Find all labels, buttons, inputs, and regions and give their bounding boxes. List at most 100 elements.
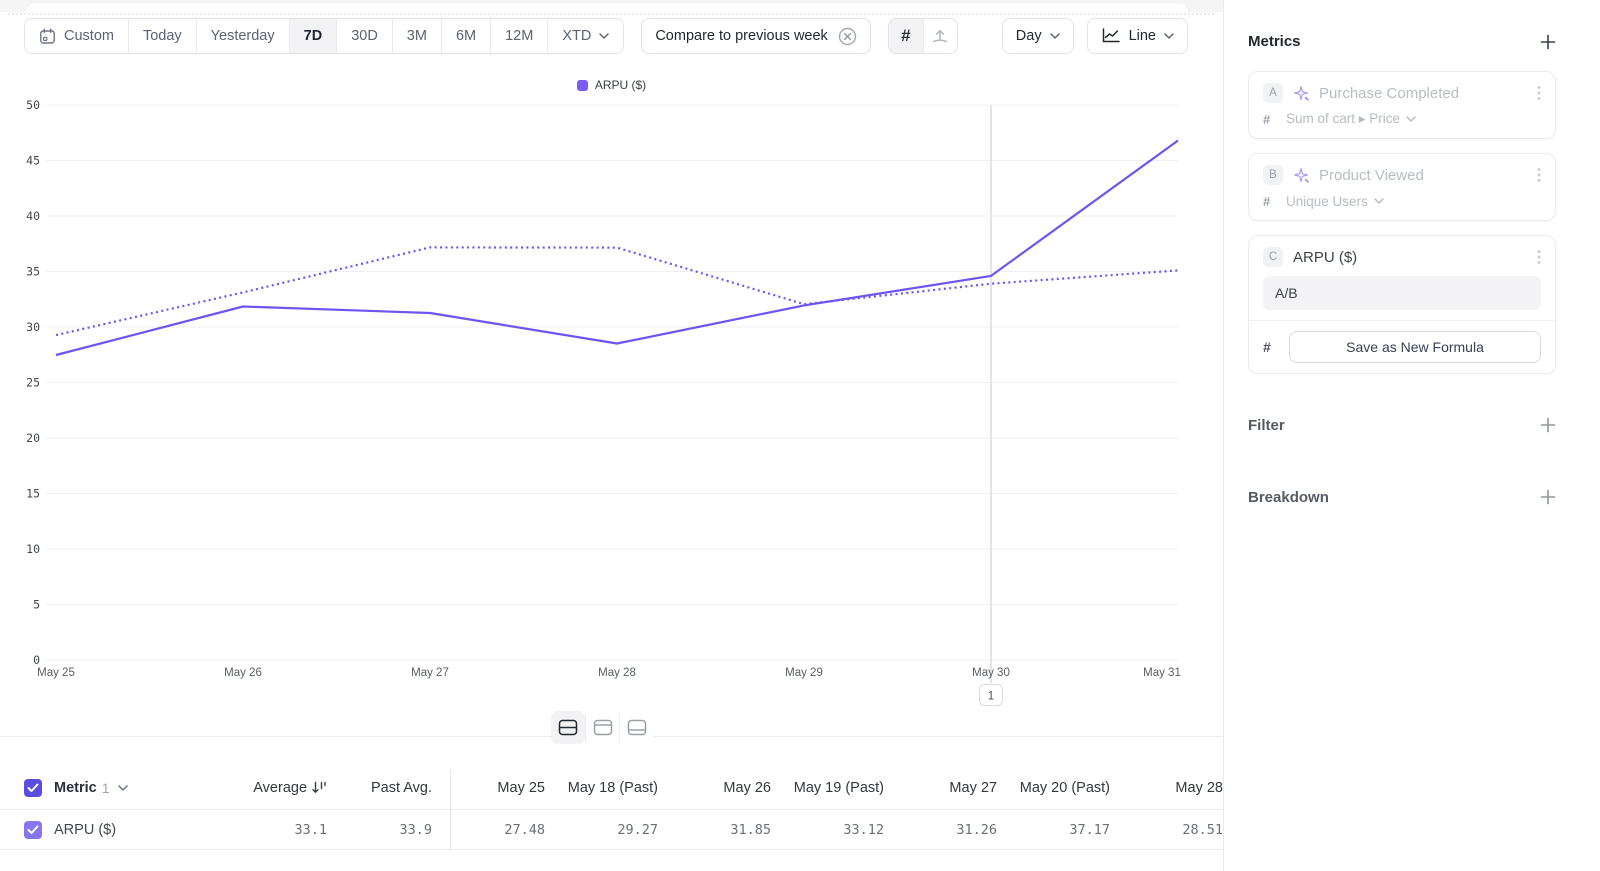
layout-split-button[interactable] bbox=[551, 711, 585, 744]
x-axis-tick: May 25 bbox=[37, 667, 75, 679]
date-range-yesterday[interactable]: Yesterday bbox=[197, 19, 290, 53]
formula-input[interactable]: A/B bbox=[1263, 276, 1541, 310]
chevron-down-icon bbox=[1374, 198, 1384, 204]
chevron-down-icon bbox=[1406, 116, 1416, 122]
remove-compare-icon[interactable] bbox=[838, 27, 857, 46]
save-as-new-formula-button[interactable]: Save as New Formula bbox=[1289, 331, 1541, 363]
add-breakdown-plus-icon[interactable] bbox=[1540, 489, 1556, 505]
chart-legend: ARPU ($) bbox=[0, 78, 1223, 92]
y-axis-tick: 25 bbox=[26, 376, 40, 390]
metric-measure[interactable]: Unique Users bbox=[1286, 194, 1384, 209]
metric-card-c[interactable]: C ARPU ($) A/B # Save as New Formula bbox=[1248, 235, 1556, 374]
column-header[interactable]: May 20 (Past) bbox=[1019, 779, 1110, 796]
metric-badge: A bbox=[1263, 83, 1283, 103]
select-all-checkbox[interactable] bbox=[24, 778, 42, 797]
metric-cards: A Purchase Completed # Sum of cart ▸ Pri… bbox=[1248, 71, 1556, 374]
x-axis-tick: May 26 bbox=[224, 667, 262, 679]
add-metric-plus-icon[interactable] bbox=[1540, 34, 1556, 50]
measure-hash-icon: # bbox=[1263, 193, 1271, 209]
chevron-down-icon[interactable] bbox=[117, 784, 128, 791]
add-filter-plus-icon[interactable] bbox=[1540, 417, 1556, 433]
calendar-icon bbox=[40, 28, 55, 44]
column-header[interactable]: May 18 (Past) bbox=[567, 779, 658, 796]
metric-title: Product Viewed bbox=[1319, 166, 1424, 184]
chart-type-button[interactable]: Line bbox=[1086, 18, 1188, 54]
y-axis-tick: 35 bbox=[26, 265, 40, 279]
date-range-today[interactable]: Today bbox=[129, 19, 197, 53]
column-header[interactable]: May 28 bbox=[1175, 779, 1223, 796]
cell-value: 28.51 bbox=[1182, 821, 1223, 838]
date-range-group: Custom Today Yesterday 7D 30D 3M 6M 12M XTD bbox=[24, 18, 625, 54]
layout-chart-only-button[interactable] bbox=[585, 711, 619, 744]
cell-value: 27.48 bbox=[504, 821, 545, 838]
series-current-line bbox=[55, 139, 1179, 357]
y-axis-tick: 15 bbox=[26, 487, 40, 501]
metric-title: ARPU ($) bbox=[1293, 248, 1358, 266]
hash-icon: # bbox=[901, 26, 911, 45]
table-only-icon bbox=[627, 719, 646, 736]
x-axis-tick: May 28 bbox=[598, 667, 636, 679]
line-chart-icon bbox=[1102, 28, 1120, 43]
annotations-toggle-button[interactable] bbox=[922, 19, 957, 53]
chart-toolbar: Custom Today Yesterday 7D 30D 3M 6M 12M XTD Comp… bbox=[24, 18, 1188, 54]
legend-swatch bbox=[576, 79, 588, 91]
query-sidebar: Metrics A Purchase Completed # Sum of ca… bbox=[1223, 0, 1600, 871]
annotation-badge-number: 1 bbox=[988, 691, 994, 703]
y-axis-tick: 50 bbox=[26, 98, 40, 112]
date-range-6m[interactable]: 6M bbox=[442, 19, 492, 53]
event-sparkle-icon bbox=[1294, 168, 1309, 183]
table-column-divider bbox=[450, 769, 451, 849]
metric-card-a[interactable]: A Purchase Completed # Sum of cart ▸ Pri… bbox=[1248, 71, 1556, 139]
results-table: Metric 1 Average Past Avg. May 25 May 18 (… bbox=[0, 766, 1223, 850]
date-range-7d[interactable]: 7D bbox=[289, 19, 338, 53]
layout-toggle-group bbox=[551, 711, 653, 744]
column-header[interactable]: Past Avg. bbox=[370, 779, 432, 796]
x-axis-tick: May 30 bbox=[972, 667, 1010, 679]
legend-label: ARPU ($) bbox=[594, 78, 647, 92]
line-chart[interactable]: 0 5 10 15 20 25 30 35 40 45 50 May 25 May 26 May 27 Ma… bbox=[0, 95, 1223, 710]
kebab-menu-icon[interactable] bbox=[1537, 249, 1541, 265]
top-card-edge bbox=[25, 2, 1189, 12]
date-range-30d[interactable]: 30D bbox=[337, 19, 393, 53]
layout-table-only-button[interactable] bbox=[619, 711, 653, 744]
row-metric-name: ARPU ($) bbox=[54, 821, 117, 838]
series-past-line bbox=[55, 246, 1179, 337]
y-axis-tick: 45 bbox=[26, 154, 40, 168]
y-axis-tick: 40 bbox=[26, 209, 40, 223]
column-header[interactable]: Average bbox=[224, 780, 327, 796]
date-range-3m[interactable]: 3M bbox=[393, 19, 442, 53]
chart-only-icon bbox=[593, 719, 612, 736]
top-strip bbox=[0, 0, 1223, 12]
metric-title: Purchase Completed bbox=[1319, 84, 1460, 102]
cell-value: 33.1 bbox=[294, 821, 328, 838]
y-axis-tick: 5 bbox=[33, 598, 40, 612]
column-header[interactable]: May 25 bbox=[497, 779, 545, 796]
x-axis-tick: May 27 bbox=[411, 667, 449, 679]
metric-badge: B bbox=[1263, 165, 1283, 185]
column-header[interactable]: May 26 bbox=[723, 779, 771, 796]
compare-chip-label: Compare to previous week bbox=[655, 28, 828, 44]
annotation-badge[interactable] bbox=[979, 684, 1003, 706]
measure-hash-icon: # bbox=[1263, 339, 1271, 355]
grid-toggle-button[interactable]: # bbox=[888, 19, 923, 53]
compare-chip[interactable]: Compare to previous week bbox=[641, 18, 871, 54]
kebab-menu-icon[interactable] bbox=[1537, 167, 1541, 183]
metric-card-b[interactable]: B Product Viewed # Unique Users bbox=[1248, 153, 1556, 221]
column-header[interactable]: May 27 bbox=[949, 779, 997, 796]
metric-measure[interactable]: Sum of cart ▸ Price bbox=[1286, 111, 1416, 127]
kebab-menu-icon[interactable] bbox=[1537, 85, 1541, 101]
chevron-down-icon bbox=[1049, 33, 1060, 39]
y-axis-tick: 30 bbox=[26, 320, 40, 334]
date-range-xtd[interactable]: XTD bbox=[548, 19, 623, 53]
row-checkbox[interactable] bbox=[24, 820, 42, 839]
date-range-custom[interactable]: Custom bbox=[25, 19, 129, 53]
granularity-label: Day bbox=[1015, 28, 1042, 44]
event-sparkle-icon bbox=[1294, 86, 1309, 101]
dotted-divider bbox=[8, 13, 1214, 15]
date-range-12m[interactable]: 12M bbox=[491, 19, 549, 53]
cell-value: 37.17 bbox=[1069, 821, 1110, 838]
card-divider bbox=[1249, 320, 1555, 321]
chart-type-label: Line bbox=[1128, 28, 1156, 44]
granularity-button[interactable]: Day bbox=[1001, 18, 1074, 54]
column-header[interactable]: May 19 (Past) bbox=[793, 779, 884, 796]
